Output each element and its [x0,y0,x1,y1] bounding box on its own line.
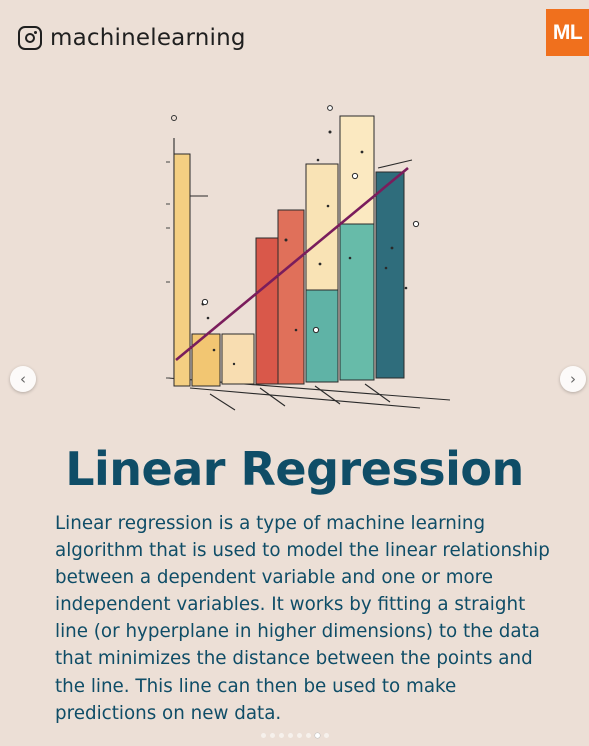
post-description: Linear regression is a type of machine l… [55,510,575,727]
next-slide-button[interactable]: › [560,366,586,392]
description-line: predictions on new data. [55,702,282,724]
account-handle[interactable]: machinelearning [50,25,246,51]
scatter-points [201,130,408,366]
carousel-dot[interactable] [260,733,266,738]
bar-red-2 [277,209,305,385]
ml-logo: ML [546,9,589,56]
regression-line [175,166,409,362]
bar-teal-1 [305,289,339,383]
hollow-points [201,105,420,334]
description-line: independent variables. It works by fitti… [55,594,526,616]
carousel-dot[interactable] [296,733,302,738]
chevron-left-icon: ‹ [20,370,26,388]
axis-marker [171,115,177,121]
description-line: between a dependent variable and one or … [55,567,494,589]
description-line: the line. This line can then be used to … [55,675,457,697]
carousel-dot[interactable] [287,733,293,738]
bar-teal-2 [339,223,375,381]
bar-yellow-low-2 [221,333,255,385]
bar-yellow-tall [173,153,191,387]
bar-yellow-low-1 [191,333,221,387]
bar-chart-illustration [166,105,451,411]
carousel-dot[interactable] [269,733,275,738]
bar-red-1 [255,237,279,385]
description-line: Linear regression is a type of machine l… [55,513,486,534]
description-line: that minimizes the distance between the … [55,648,533,670]
instagram-icon[interactable] [18,26,42,50]
carousel-dot[interactable] [278,733,284,738]
chevron-right-icon: › [570,370,576,388]
axis-ticks [166,161,170,379]
carousel-dot[interactable] [314,733,320,738]
carousel-indicator [0,733,589,738]
description-line: line (or hyperplane in higher dimensions… [55,621,540,643]
previous-slide-button[interactable]: ‹ [10,366,36,392]
carousel-dot[interactable] [305,733,311,738]
post-title: Linear Regression [65,442,524,496]
post-header: machinelearning [18,22,246,54]
bar-dark-teal [375,171,405,379]
description-line: algorithm that is used to model the line… [55,540,550,562]
carousel-dot[interactable] [323,733,329,738]
